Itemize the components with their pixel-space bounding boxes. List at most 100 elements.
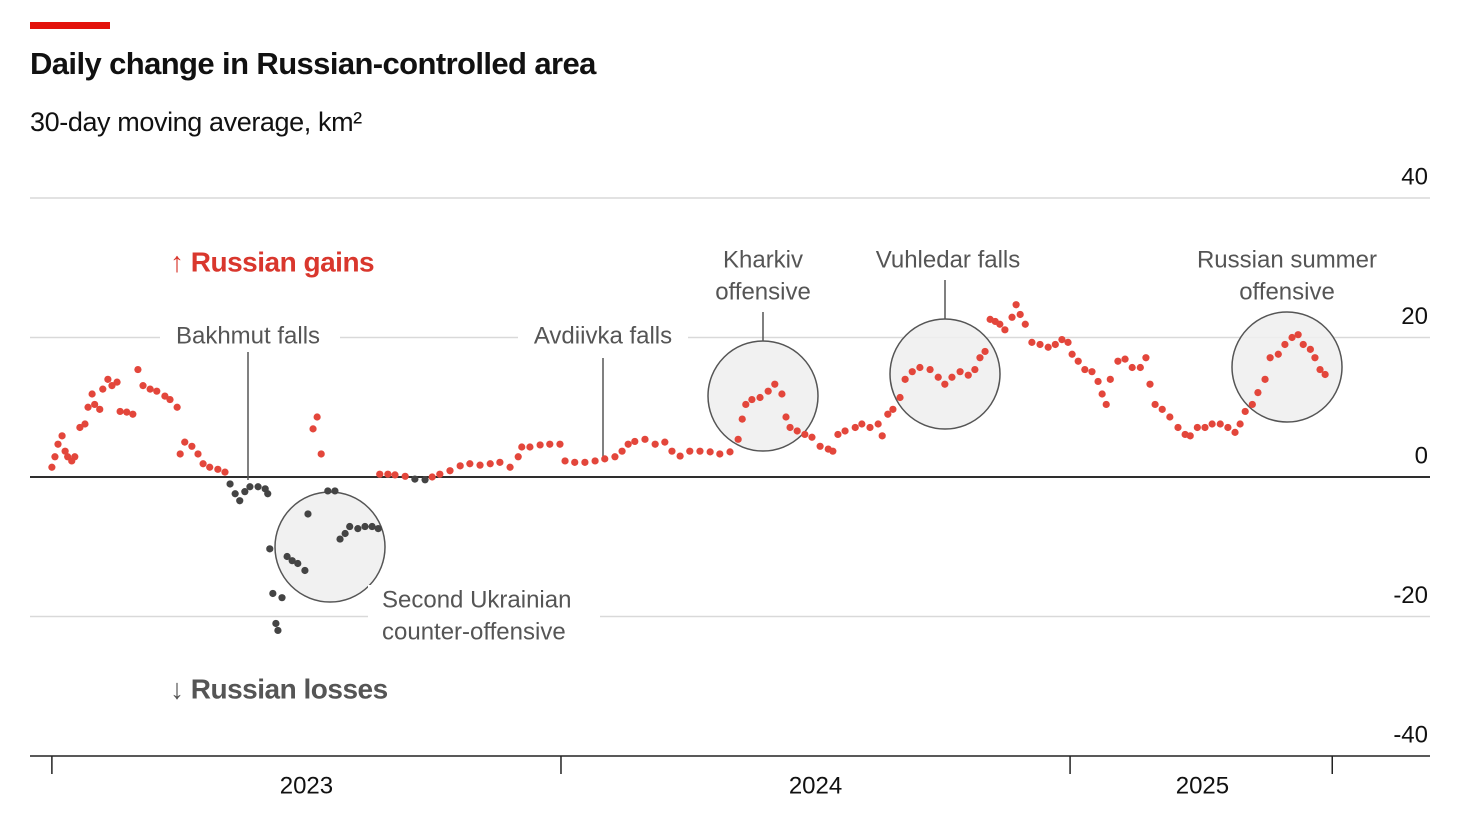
point [456,462,464,470]
point [748,395,756,404]
point [624,440,632,448]
point [221,468,229,476]
point [161,392,169,400]
point [1266,354,1274,362]
point [1001,326,1009,334]
x-tick-label: 2024 [789,772,842,799]
point [834,430,842,439]
point [374,525,382,533]
point [1044,343,1052,351]
point [129,410,137,418]
point [851,423,859,432]
point [916,363,924,372]
y-tick-label: 0 [1415,442,1428,469]
point [858,420,866,428]
point [1074,357,1082,365]
points [48,301,1329,635]
point [661,438,669,446]
point [226,480,234,488]
y-tick-label: 40 [1401,163,1428,190]
point [1094,377,1102,386]
point [116,407,124,416]
point [304,510,312,518]
point [971,365,979,374]
point [884,410,892,418]
point [368,522,376,531]
accent-bar [30,22,110,29]
point [1051,340,1059,349]
point [1114,357,1122,365]
point [668,447,676,455]
point [1231,428,1239,436]
point [269,589,277,598]
point [889,405,897,413]
point [206,463,214,471]
point [1321,370,1329,379]
point [1136,363,1144,372]
point [801,430,809,439]
point [631,437,639,446]
point [153,387,161,395]
annotation-shapes [247,280,1343,603]
point [518,443,526,451]
point [194,450,202,458]
annotation: Russian summer [1197,246,1377,273]
point [514,453,522,461]
point [1008,313,1016,321]
point [1274,350,1282,358]
point [1261,375,1269,383]
point [401,472,409,480]
point [591,457,599,465]
annotation: counter-offensive [382,618,566,645]
point [1151,400,1159,409]
point [934,373,942,381]
point [546,440,554,448]
point [309,425,317,433]
point [113,378,121,386]
point [123,408,131,416]
point [571,458,579,466]
point [54,440,62,448]
point [1158,405,1166,413]
point [611,453,619,461]
point [188,442,196,450]
point [1058,335,1066,344]
annotation: Vuhledar falls [876,246,1021,273]
point [199,460,207,468]
point [376,470,384,478]
point [676,452,684,460]
point [336,535,344,543]
point [324,487,332,495]
point [266,545,274,553]
annotation: Avdiivka falls [534,322,672,349]
point [181,438,189,446]
point [91,400,99,409]
point [1281,340,1289,349]
point [816,442,824,450]
point [1208,420,1216,428]
point [428,473,436,481]
point [1142,354,1150,362]
highlight-circle [889,318,1001,430]
point [1193,423,1201,432]
point [829,447,837,455]
annotation-backgrounds [160,322,688,647]
label-background [518,322,688,352]
annotation: offensive [1239,278,1335,305]
point [716,450,724,458]
point [778,390,786,398]
point [384,470,392,478]
y-tick-label: -20 [1393,582,1428,609]
point [742,400,750,409]
point [264,490,272,498]
point [361,522,369,531]
annotation: Second Ukrainian [382,586,571,613]
point [738,415,746,423]
point [48,463,56,471]
point [1028,338,1036,346]
point [808,433,816,441]
point [278,594,286,602]
point [139,382,147,390]
y-tick-label: -40 [1393,721,1428,748]
